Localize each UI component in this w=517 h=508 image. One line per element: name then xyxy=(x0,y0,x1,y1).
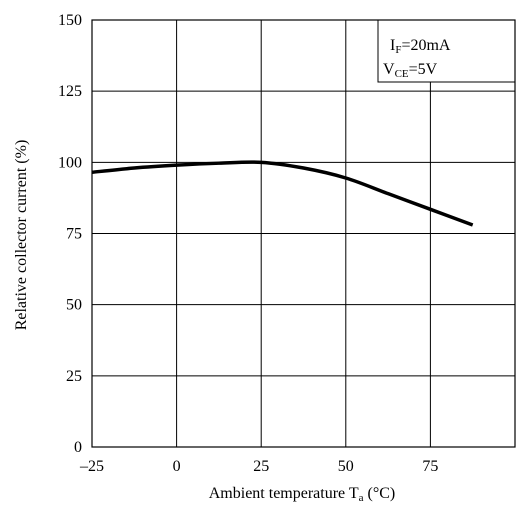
x-tick-label: 25 xyxy=(253,458,269,475)
tick-labels: 0 25 50 75 100 125 150 –25 0 25 50 75 xyxy=(58,12,438,475)
y-tick-label: 50 xyxy=(66,297,82,314)
legend-frame xyxy=(377,19,516,83)
plot-frame xyxy=(91,19,516,448)
x-tick-label: –25 xyxy=(79,458,104,475)
legend-line-vce: VCE=5V xyxy=(383,61,438,80)
y-tick-label: 100 xyxy=(58,154,82,171)
y-tick-label: 125 xyxy=(58,83,82,100)
x-axis-label: Ambient temperature Ta (°C) xyxy=(209,485,396,504)
legend-box: IF=20mA VCE=5V xyxy=(377,19,516,83)
series-group xyxy=(91,160,474,227)
y-tick-label: 25 xyxy=(66,368,82,385)
y-tick-label: 0 xyxy=(74,439,82,456)
series-line xyxy=(91,160,474,227)
x-tick-label: 50 xyxy=(338,458,354,475)
y-axis-label: Relative collector current (%) xyxy=(13,140,30,331)
grid xyxy=(91,19,516,448)
x-tick-label: 75 xyxy=(422,458,438,475)
y-tick-label: 75 xyxy=(66,226,82,243)
y-tick-label: 150 xyxy=(58,12,82,29)
x-tick-label: 0 xyxy=(173,458,181,475)
legend-line-if: IF=20mA xyxy=(390,37,451,56)
